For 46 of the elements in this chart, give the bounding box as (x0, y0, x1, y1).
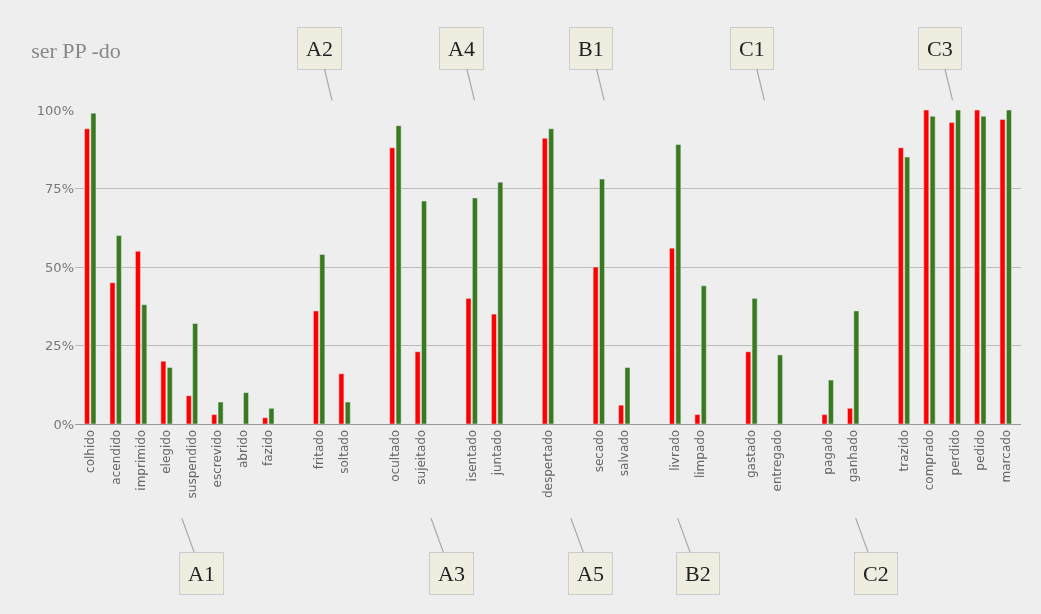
text: B1 (578, 36, 604, 61)
bar (777, 354, 783, 424)
text: A4 (448, 36, 475, 61)
x-tick-label: ocultado (388, 429, 403, 482)
x-tick-label: pagado (820, 429, 835, 475)
x-tick-label: acendido (108, 429, 123, 485)
x-tick-label: soltado (337, 429, 352, 474)
x-tick-label: imprimido (134, 429, 149, 491)
x-tick-label: elegido (159, 429, 174, 474)
x-tick-label: entregado (769, 429, 784, 492)
x-tick-label: perdido (947, 429, 962, 476)
x-tick-label: suspendido (184, 429, 199, 499)
x-tick-label: pedido (973, 429, 988, 471)
x-tick-label: abrido (235, 429, 250, 468)
x-tick-label: despertado (540, 429, 555, 498)
x-tick-label: limpado (693, 429, 708, 479)
x-tick-label: secado (591, 429, 606, 473)
x-tick-label: colhido (83, 429, 98, 473)
x-tick-label: isentado (464, 429, 479, 482)
text: B2 (685, 561, 711, 586)
text: A1 (188, 561, 215, 586)
text: A2 (306, 36, 333, 61)
x-tick-label: juntado (490, 429, 505, 477)
x-tick-label: marcado (998, 429, 1013, 483)
x-tick-label: ganhado (846, 429, 861, 483)
text: A3 (438, 561, 465, 586)
x-tick-label: salvado (617, 429, 632, 477)
x-tick-label: gastado (744, 429, 759, 479)
x-tick-label: trazido (896, 429, 911, 472)
text: C1 (739, 36, 765, 61)
y-tick-label: 0% (53, 416, 74, 432)
bar (243, 392, 249, 424)
y-tick-label: 50% (45, 259, 74, 275)
y-tick-label: 75% (45, 181, 74, 197)
x-tick-label: fritado (312, 429, 327, 470)
text: C2 (863, 561, 889, 586)
x-tick-label: livrado (668, 429, 683, 471)
x-tick-label: comprado (922, 429, 937, 491)
y-tick-label: 25% (45, 338, 74, 354)
x-tick-label: escrevido (210, 429, 225, 488)
text: A5 (577, 561, 604, 586)
y-tick-label: 100% (36, 102, 74, 118)
chart-title: ser PP -do (31, 38, 121, 64)
x-tick-label: fazido (261, 429, 276, 466)
text: C3 (927, 36, 953, 61)
x-tick-label: sujeitado (413, 429, 428, 485)
